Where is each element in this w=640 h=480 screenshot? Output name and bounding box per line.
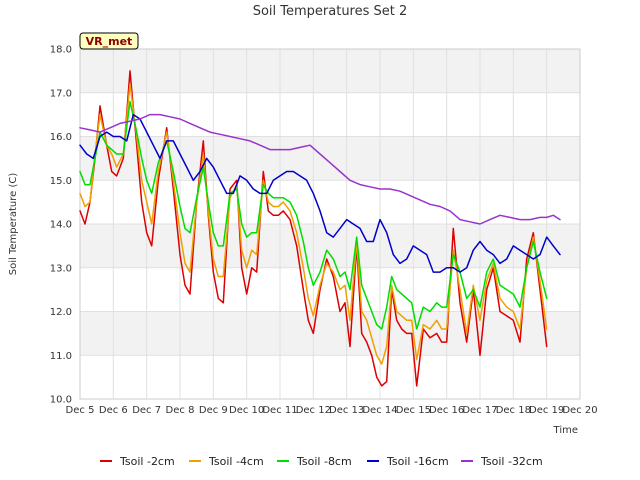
series-line-2: [79, 83, 548, 365]
x-tick-label: Dec 8: [166, 405, 195, 416]
y-tick-label: 11.0: [50, 351, 72, 362]
x-tick-label: Dec 13: [329, 405, 364, 416]
y-tick-labels: 10.0 11.0 12.0 13.0 14.0 15.0 16.0 17.0 18.0: [50, 45, 72, 406]
y-tick-label: 14.0: [50, 220, 72, 231]
x-tick-label: Dec 19: [529, 405, 564, 416]
y-tick-label: 10.0: [50, 395, 72, 406]
plot-band: [80, 355, 580, 399]
legend-label: Tsoil -8cm: [296, 455, 352, 468]
station-badge-box: [79, 32, 139, 50]
series-line-3: [79, 100, 548, 330]
x-tick-label: Dec 11: [262, 405, 297, 416]
y-tick-label: 13.0: [50, 263, 72, 274]
x-tick-label: Dec 12: [296, 405, 331, 416]
x-tick-label: Dec 7: [132, 405, 161, 416]
y-tick-label: 18.0: [50, 45, 72, 56]
station-badge-label: VR_met: [86, 35, 133, 48]
y-axis-label: Soil Temperature (C): [8, 173, 19, 276]
y-tick-label: 12.0: [50, 307, 72, 318]
x-tick-label: Dec 6: [99, 405, 128, 416]
x-tick-label: Dec 20: [562, 405, 597, 416]
x-tick-label: Dec 5: [66, 405, 95, 416]
plot-band: [80, 311, 580, 356]
plot-bands: [80, 49, 580, 399]
y-tick-label: 16.0: [50, 132, 72, 143]
plot-frame: [79, 48, 581, 400]
series-line-5: [79, 113, 561, 225]
x-tick-label: Dec 14: [362, 405, 397, 416]
plot-band: [80, 224, 580, 268]
y-tick-label: 17.0: [50, 88, 72, 99]
legend: Tsoil -2cm Tsoil -4cm Tsoil -8cm Tsoil -16c…: [100, 455, 543, 468]
legend-label: Tsoil -4cm: [208, 455, 264, 468]
series-line-4: [79, 113, 561, 273]
y-tick-label: 15.0: [50, 176, 72, 187]
station-badge: VR_met: [79, 32, 139, 50]
x-axis-label: Time: [553, 425, 578, 436]
x-tick-label: Dec 18: [496, 405, 531, 416]
legend-label: Tsoil -16cm: [386, 455, 449, 468]
x-tick-label: Dec 16: [429, 405, 464, 416]
x-tick-label: Dec 17: [462, 405, 497, 416]
x-tick-label: Dec 10: [229, 405, 264, 416]
series-layer: [79, 70, 561, 387]
x-tick-label: Dec 9: [199, 405, 228, 416]
x-tick-label: Dec 15: [396, 405, 431, 416]
plot-band: [80, 49, 580, 93]
plot-band: [80, 136, 580, 181]
legend-label: Tsoil -32cm: [480, 455, 543, 468]
legend-label: Tsoil -2cm: [119, 455, 175, 468]
chart-title: Soil Temperatures Set 2: [253, 4, 408, 19]
